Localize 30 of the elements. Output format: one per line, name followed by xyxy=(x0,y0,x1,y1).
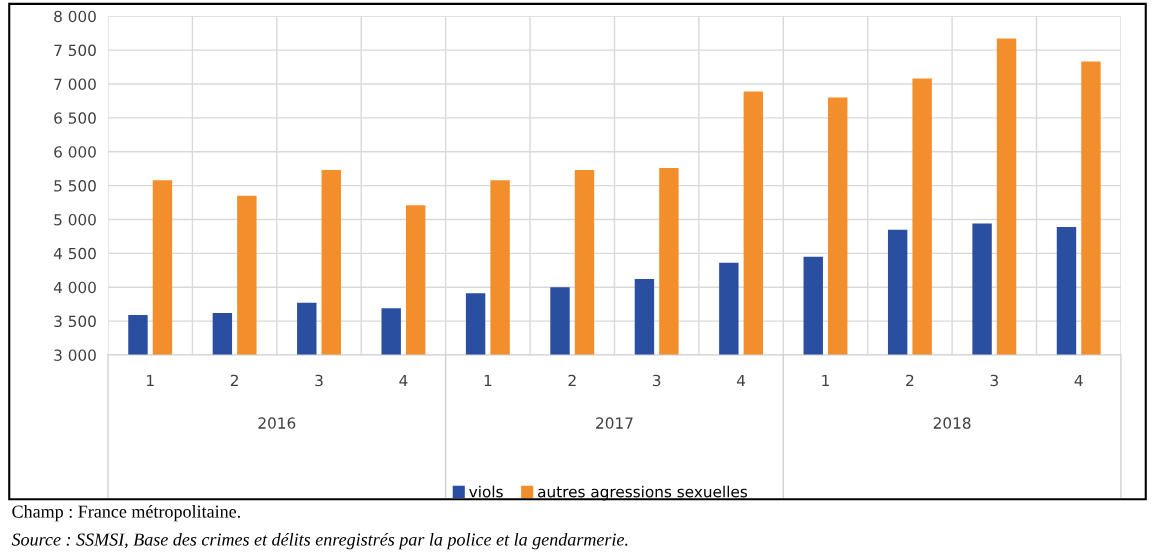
source-note: Source : SSMSI, Base des crimes et délits enregistrés par la police et la gendarmerie. xyxy=(11,532,628,550)
legend-label: autres agressions sexuelles xyxy=(538,485,748,501)
x-tick-label: 4 xyxy=(1074,374,1083,387)
text: 2016 xyxy=(258,417,296,429)
x-tick-label: 2 xyxy=(906,374,914,387)
x-tick-label: 2 xyxy=(568,374,576,387)
y-tick-label: 4 000 xyxy=(53,281,96,294)
y-tick-label: 3 000 xyxy=(54,349,96,361)
y-tick-label: 4 500 xyxy=(53,247,96,260)
x-tick-label: 3 xyxy=(990,374,998,387)
y-tick-label: 8 000 xyxy=(54,10,96,23)
x-tick-label: 2 xyxy=(230,374,238,387)
legend-label: viols xyxy=(469,485,503,498)
x-tick-label: 1 xyxy=(822,374,829,387)
x-tick-label: 1 xyxy=(484,374,492,387)
y-tick-label: 5 000 xyxy=(54,213,96,226)
y-tick-label: 5 500 xyxy=(54,180,96,192)
y-tick-label: 6 500 xyxy=(54,112,96,124)
y-tick-label: 7 000 xyxy=(54,78,96,90)
text: 2017 xyxy=(596,417,633,429)
text: Champ : France métropolitaine. xyxy=(12,504,240,522)
x-tick-label: 1 xyxy=(147,374,154,387)
y-tick-label: 6 000 xyxy=(54,146,96,158)
x-tick-label: 4 xyxy=(736,374,746,387)
y-tick-label: 7 500 xyxy=(54,44,96,57)
x-tick-label: 3 xyxy=(652,374,661,387)
y-tick-label: 3 500 xyxy=(54,315,96,328)
x-tick-label: 4 xyxy=(399,374,408,387)
x-tick-label: 3 xyxy=(315,374,323,387)
text: 2018 xyxy=(933,417,971,429)
